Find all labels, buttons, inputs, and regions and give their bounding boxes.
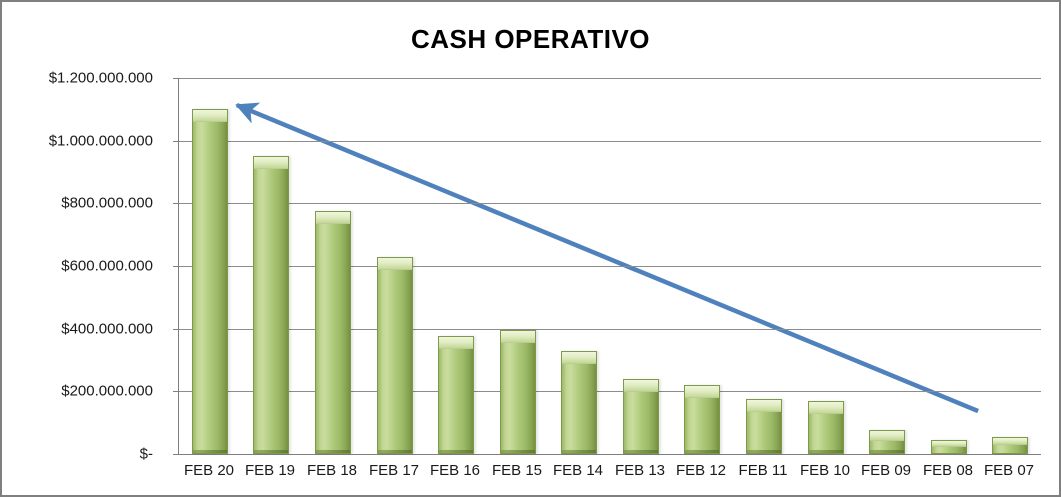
bar-feb-17 [377,257,413,454]
bar-feb-08 [931,440,967,454]
x-axis-label: FEB 16 [429,462,481,479]
gridline [179,78,1041,79]
gridline [179,266,1041,267]
bar-bottom-shadow [747,450,781,453]
bar-bottom-shadow [624,450,658,453]
y-axis-label: $200.000.000 [61,382,153,400]
y-axis-label: $1.200.000.000 [48,69,153,87]
gridline [179,203,1041,204]
bar-feb-14 [561,351,597,454]
x-axis-label: FEB 18 [306,462,358,479]
x-axis-label: FEB 14 [552,462,604,479]
bar-bottom-shadow [809,450,843,453]
bar-bottom-shadow [501,450,535,453]
y-axis-tick [173,329,179,330]
bar-bottom-shadow [439,450,473,453]
bar-feb-09 [869,430,905,454]
x-axis-label: FEB 17 [368,462,420,479]
x-axis-label: FEB 09 [860,462,912,479]
bar-top-bevel [993,438,1027,445]
bar-top-bevel [378,258,412,270]
bar-bottom-shadow [562,450,596,453]
bar-feb-10 [808,401,844,454]
x-axis-label: FEB 15 [491,462,543,479]
bar-feb-16 [438,336,474,454]
bar-top-bevel [932,441,966,447]
y-axis-label: $600.000.000 [61,257,153,275]
bar-top-bevel [439,337,473,349]
bar-top-bevel [501,331,535,343]
bar-bottom-shadow [193,450,227,453]
x-axis-label: FEB 08 [922,462,974,479]
gridline [179,391,1041,392]
bar-bottom-shadow [870,450,904,453]
y-axis-tick [173,141,179,142]
chart-title: CASH OPERATIVO [410,24,651,54]
y-axis-tick [173,454,179,455]
gridline [179,141,1041,142]
bar-feb-11 [746,399,782,454]
plot-area [173,78,1041,455]
y-axis-tick [173,266,179,267]
y-axis-tick [173,78,179,79]
bar-bottom-shadow [316,450,350,453]
bar-bottom-shadow [685,450,719,453]
y-axis-label: $400.000.000 [61,320,153,338]
y-axis-label: $800.000.000 [61,194,153,212]
bar-top-bevel [316,212,350,224]
bar-bottom-shadow [254,450,288,453]
bar-top-bevel [562,352,596,364]
bar-feb-19 [253,156,289,454]
bar-top-bevel [685,386,719,398]
x-axis-label: FEB 07 [983,462,1035,479]
y-axis-tick [173,203,179,204]
bar-feb-15 [500,330,536,454]
bar-top-bevel [193,110,227,122]
x-axis-label: FEB 10 [799,462,851,479]
bar-feb-18 [315,211,351,454]
y-axis-label: $- [139,445,153,463]
x-axis-label: FEB 13 [614,462,666,479]
bar-top-bevel [624,380,658,392]
bar-feb-13 [623,379,659,454]
gridline [179,329,1041,330]
bar-feb-07 [992,437,1028,454]
y-axis-label: $1.000.000.000 [48,132,153,150]
bar-top-bevel [254,157,288,169]
bar-top-bevel [870,431,904,441]
x-axis-label: FEB 11 [738,462,788,479]
x-axis-label: FEB 12 [675,462,727,479]
bar-top-bevel [809,402,843,414]
y-axis-tick [173,391,179,392]
bar-feb-12 [684,385,720,454]
x-axis-label: FEB 19 [244,462,296,479]
bar-feb-20 [192,109,228,454]
bar-bottom-shadow [378,450,412,453]
x-axis-label: FEB 20 [183,462,235,479]
bar-top-bevel [747,400,781,412]
